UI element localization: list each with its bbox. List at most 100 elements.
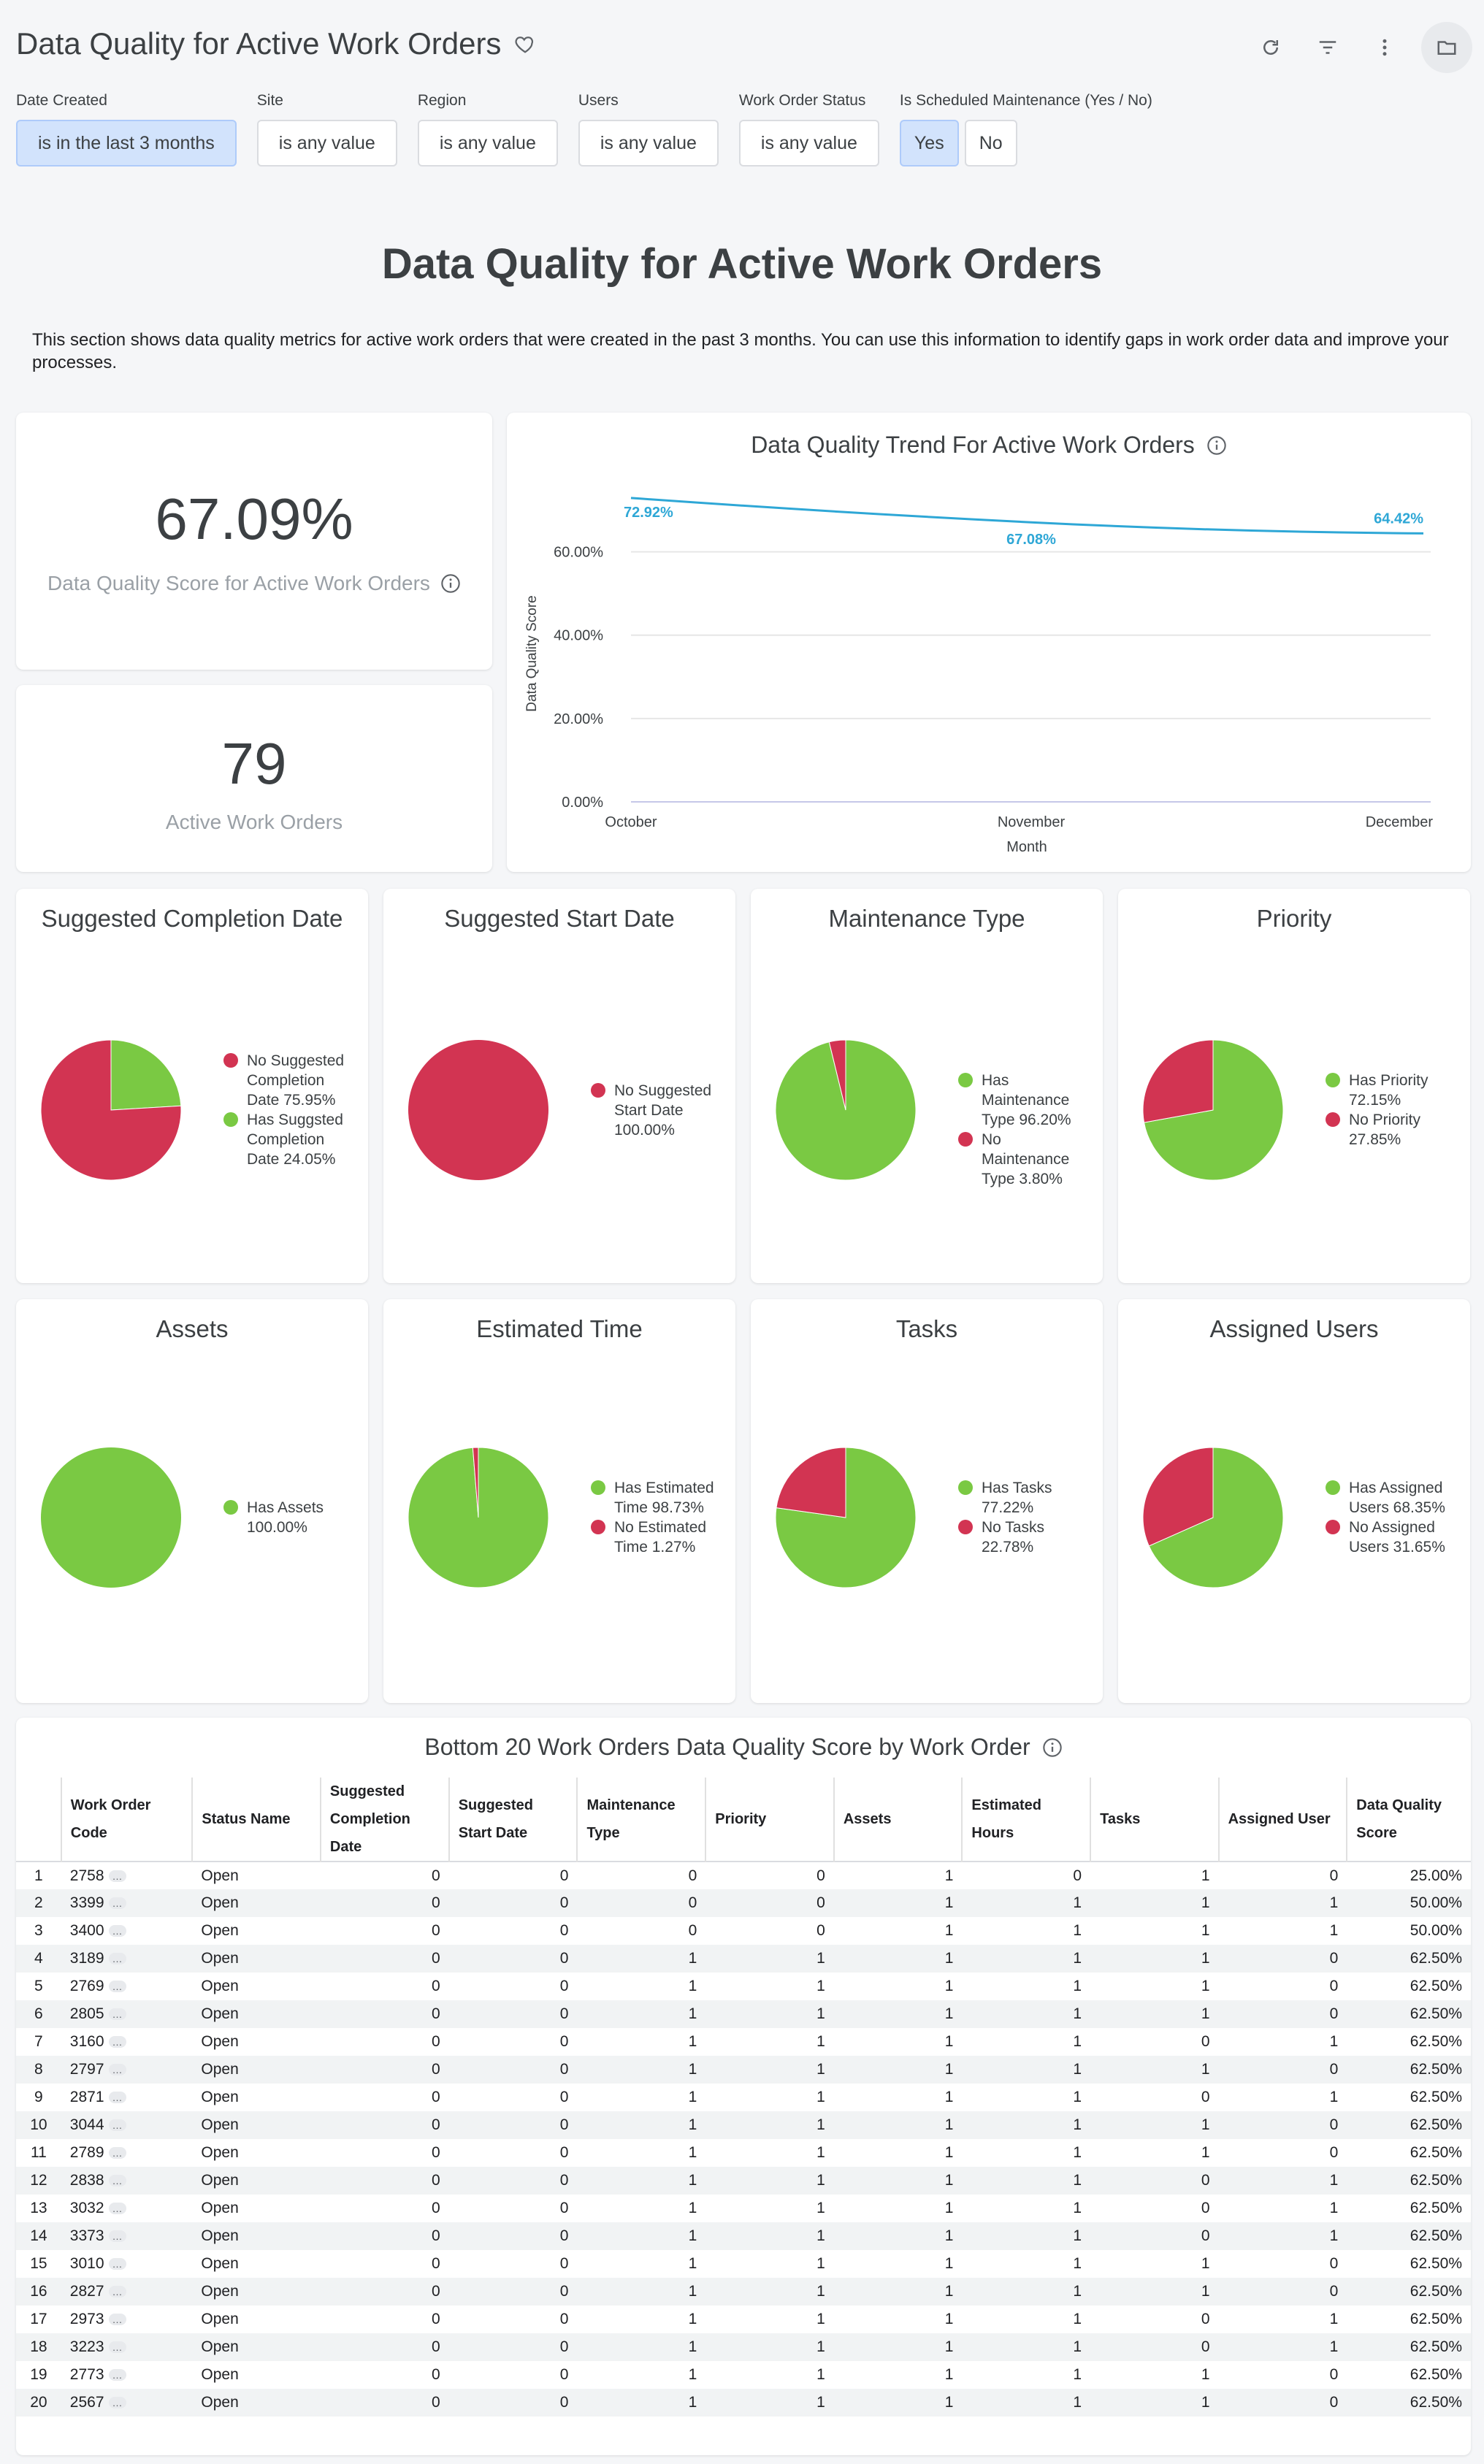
table-row[interactable]: 19 2773 … Open 0 0 1 1 1 1 1 0 62.50% xyxy=(16,2361,1471,2389)
table-row[interactable]: 15 3010 … Open 0 0 1 1 1 1 1 0 62.50% xyxy=(16,2250,1471,2278)
cell-text: 1 xyxy=(1201,2061,1210,2078)
info-icon[interactable] xyxy=(1206,435,1227,456)
cell-value: 1 xyxy=(705,2222,834,2250)
cell-text: 1 xyxy=(1201,1867,1210,1884)
filter-value-button[interactable]: is any value xyxy=(417,120,558,167)
cell-text: Open xyxy=(201,2227,239,2244)
cell-text: Open xyxy=(201,2172,239,2189)
cell-text: 3373 xyxy=(69,2227,104,2244)
folder-button[interactable] xyxy=(1421,22,1472,73)
table-row[interactable]: 10 3044… Open 0 0 1 1 1 1 1 0 62.50% xyxy=(16,2111,1471,2139)
column-header[interactable]: Assets xyxy=(833,1778,963,1862)
cell-text: 1 xyxy=(816,2144,825,2161)
table-row[interactable]: 8 2797 … Open 0 0 1 1 1 1 1 0 62.50% xyxy=(16,2056,1471,2084)
filter-value-button[interactable]: is in the last 3 months xyxy=(16,120,237,167)
more-actions-icon[interactable]: … xyxy=(108,1870,126,1882)
cell-value: 1 xyxy=(577,1973,705,2000)
cell-value: 1 xyxy=(705,2306,834,2333)
pie-slice xyxy=(1148,1447,1284,1588)
table-row[interactable]: 5 2769 … Open 0 0 1 1 1 1 1 0 62.50% xyxy=(16,1973,1471,2000)
column-header[interactable]: Suggested Completion Date xyxy=(319,1778,449,1862)
work-order-code: 3010… xyxy=(61,2250,193,2278)
table-row[interactable]: 7 3160 … Open 0 0 1 1 1 1 0 1 62.50% xyxy=(16,2028,1471,2056)
cell-text: 62.50% xyxy=(1410,2005,1462,2022)
cell-value: 1 xyxy=(962,2000,1090,2028)
cell-text: 12 xyxy=(30,2172,47,2189)
cell-value: 50.00% xyxy=(1347,1917,1471,1945)
column-header[interactable]: Work Order Code xyxy=(60,1778,193,1862)
column-header[interactable]: Assigned User xyxy=(1217,1778,1347,1862)
more-actions-icon[interactable]: … xyxy=(108,2175,126,2187)
cell-text: 0 xyxy=(432,2200,440,2216)
info-icon[interactable] xyxy=(1042,1737,1063,1758)
cell-value: 0 xyxy=(1219,1973,1347,2000)
table-row[interactable]: 1 2758 … Open 0 0 0 0 1 0 1 0 25.00% xyxy=(16,1862,1471,1889)
favorite-heart-icon[interactable] xyxy=(514,33,536,55)
table-row[interactable]: 12 2838 … Open 0 0 1 1 1 1 0 1 62.50% xyxy=(16,2167,1471,2195)
table-row[interactable]: 14 3373 … Open 0 0 1 1 1 1 0 1 62.50% xyxy=(16,2222,1471,2250)
no-toggle-button[interactable]: No xyxy=(964,120,1017,167)
legend-color-dot xyxy=(958,1132,973,1147)
cell-text: 1 xyxy=(1201,1950,1210,1967)
column-header[interactable]: Maintenance Type xyxy=(576,1778,706,1862)
more-options-button[interactable] xyxy=(1364,27,1405,68)
refresh-button[interactable] xyxy=(1250,27,1291,68)
legend-item: No Estimated Time 1.27% xyxy=(591,1518,722,1557)
column-header[interactable]: Suggested Start Date xyxy=(448,1778,578,1862)
filter-value-button[interactable]: is any value xyxy=(256,120,397,167)
yes-toggle-button[interactable]: Yes xyxy=(899,120,959,167)
more-actions-icon[interactable]: … xyxy=(108,1981,126,1993)
cell-text: 0 xyxy=(1329,2144,1339,2161)
more-actions-icon[interactable]: … xyxy=(108,2258,126,2270)
table-row[interactable]: 17 2973 … Open 0 0 1 1 1 1 0 1 62.50% xyxy=(16,2306,1471,2333)
filter-value-button[interactable]: is any value xyxy=(578,120,719,167)
table-row[interactable]: 9 2871 … Open 0 0 1 1 1 1 0 1 62.50% xyxy=(16,2084,1471,2111)
table-row[interactable]: 20 2567 … Open 0 0 1 1 1 1 1 0 62.50% xyxy=(16,2389,1471,2417)
more-actions-icon[interactable]: … xyxy=(108,2369,126,2381)
cell-text: 1 xyxy=(688,2200,697,2216)
more-actions-icon[interactable]: … xyxy=(108,2147,126,2159)
status-name: Open xyxy=(192,2084,321,2111)
cell-value: 25.00% xyxy=(1347,1862,1471,1889)
more-actions-icon[interactable]: … xyxy=(108,2092,126,2104)
table-row[interactable]: 11 2789… Open 0 0 1 1 1 1 1 0 62.50% xyxy=(16,2139,1471,2167)
table-row[interactable]: 13 3032 … Open 0 0 1 1 1 1 0 1 62.50% xyxy=(16,2195,1471,2222)
more-actions-icon[interactable]: … xyxy=(108,2397,126,2409)
column-header[interactable]: Status Name xyxy=(191,1778,321,1862)
column-header[interactable]: Data Quality Score xyxy=(1346,1778,1471,1862)
legend-color-dot xyxy=(1326,1112,1340,1127)
more-actions-icon[interactable]: … xyxy=(108,2230,126,2243)
more-actions-icon[interactable]: … xyxy=(108,2064,126,2076)
filter-button[interactable] xyxy=(1307,27,1348,68)
cell-text: 0 xyxy=(559,1894,569,1911)
cell-text: 13 xyxy=(30,2200,47,2216)
work-order-code: 3400… xyxy=(61,1917,193,1945)
table-row[interactable]: 2 3399 … Open 0 0 0 0 1 1 1 1 50.00% xyxy=(16,1889,1471,1917)
column-header[interactable]: Tasks xyxy=(1090,1778,1219,1862)
table-row[interactable]: 16 2827 … Open 0 0 1 1 1 1 1 0 62.50% xyxy=(16,2278,1471,2306)
table-row[interactable]: 6 2805 … Open 0 0 1 1 1 1 1 0 62.50% xyxy=(16,2000,1471,2028)
cell-value: 0 xyxy=(321,2333,449,2361)
more-actions-icon[interactable]: … xyxy=(108,1953,126,1965)
column-header[interactable]: Priority xyxy=(705,1778,834,1862)
more-actions-icon[interactable]: … xyxy=(108,2203,126,2215)
column-header[interactable]: Estimated Hours xyxy=(961,1778,1091,1862)
more-actions-icon[interactable]: … xyxy=(108,2341,126,2354)
more-actions-icon[interactable]: … xyxy=(108,2314,126,2326)
table-row[interactable]: 3 3400 … Open 0 0 0 0 1 1 1 1 50.00% xyxy=(16,1917,1471,1945)
cell-value: 62.50% xyxy=(1347,2278,1471,2306)
info-icon[interactable] xyxy=(440,573,461,594)
work-order-code: 2805… xyxy=(61,2000,193,2028)
filter-users: Users is any value xyxy=(578,92,719,167)
table-row[interactable]: 18 3223 … Open 0 0 1 1 1 1 0 1 62.50% xyxy=(16,2333,1471,2361)
filter-value-button[interactable]: is any value xyxy=(738,120,879,167)
more-actions-icon[interactable]: … xyxy=(108,1925,126,1937)
more-actions-icon[interactable]: … xyxy=(108,2036,126,2048)
more-actions-icon[interactable]: … xyxy=(108,1897,126,1910)
more-actions-icon[interactable]: … xyxy=(108,2008,126,2021)
cell-text: 1 xyxy=(688,2144,697,2161)
cell-value: 1 xyxy=(1219,1889,1347,1917)
more-actions-icon[interactable]: … xyxy=(108,2286,126,2298)
more-actions-icon[interactable]: … xyxy=(108,2119,126,2132)
table-row[interactable]: 4 3189 … Open 0 0 1 1 1 1 1 0 62.50% xyxy=(16,1945,1471,1973)
